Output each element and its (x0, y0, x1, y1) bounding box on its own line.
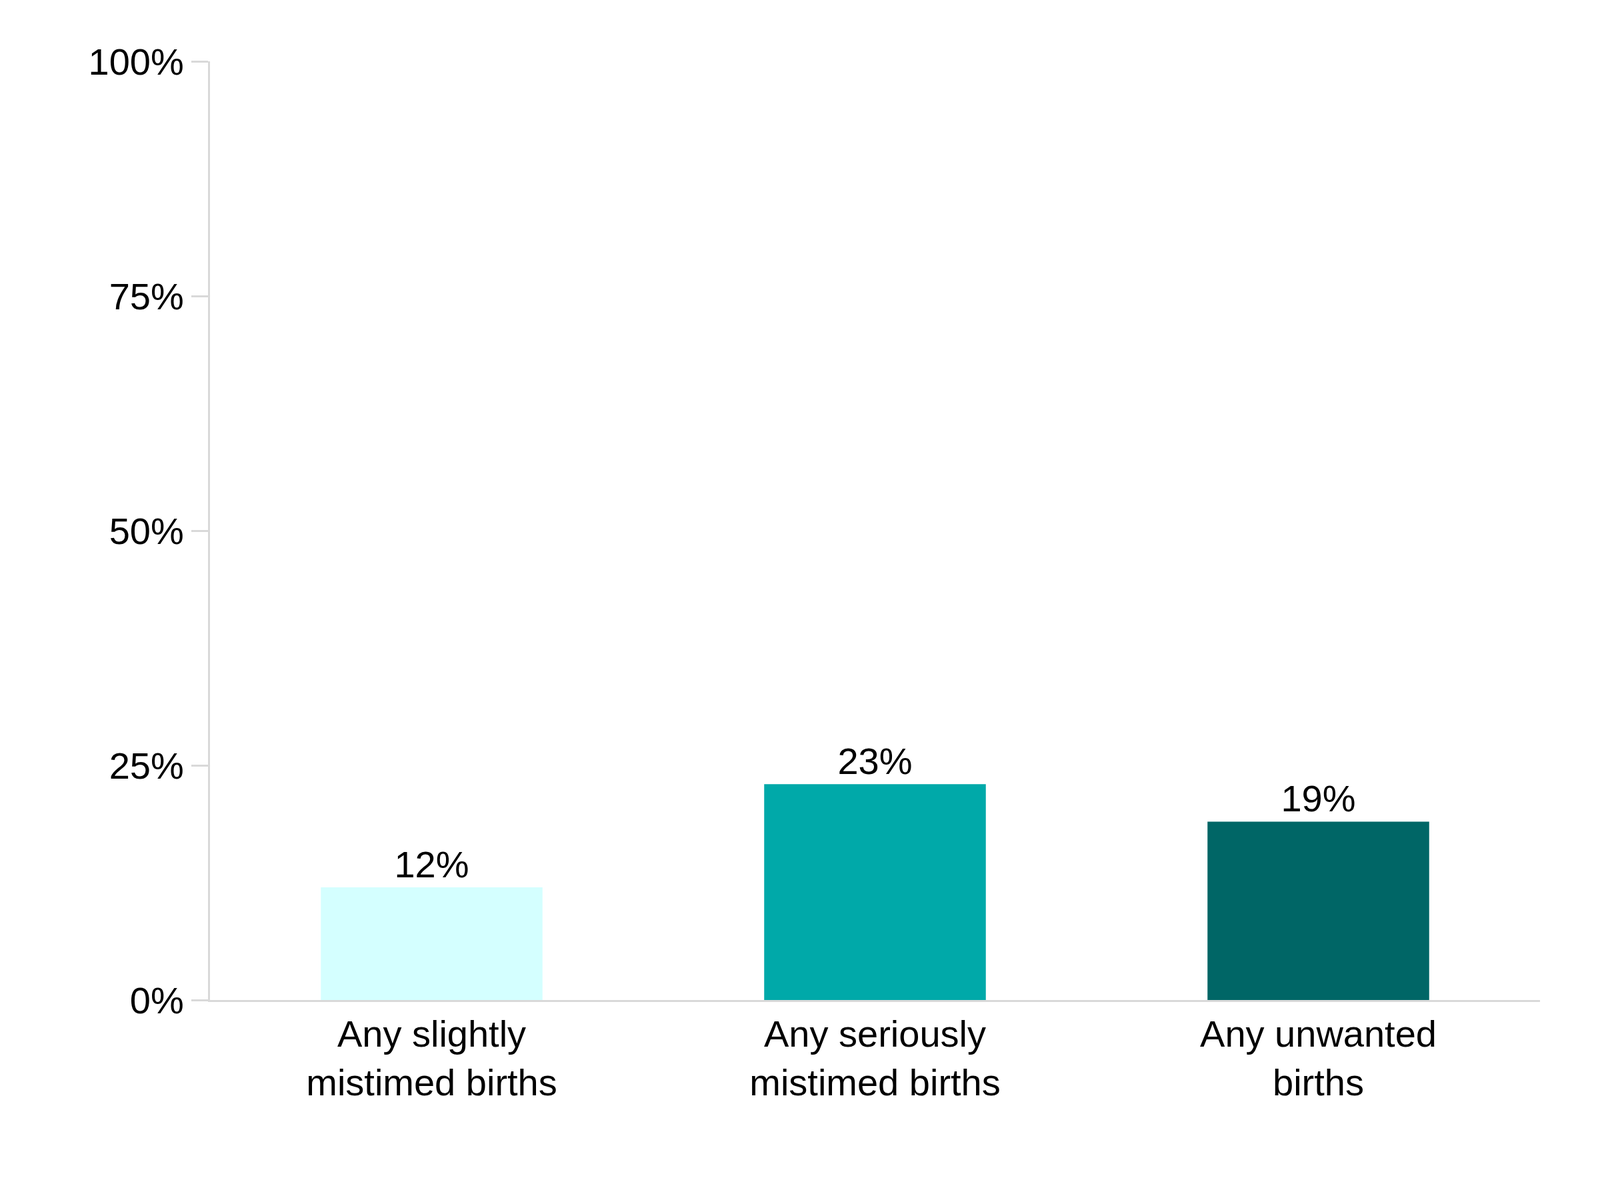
svg-text:Any unwantedbirths: Any unwantedbirths (1200, 1012, 1437, 1104)
svg-text:23%: 23% (837, 740, 912, 782)
svg-text:50%: 50% (109, 510, 184, 552)
svg-text:Any slightlymistimed births: Any slightlymistimed births (306, 1012, 558, 1104)
svg-text:19%: 19% (1280, 777, 1356, 820)
svg-text:Any seriouslymistimed births: Any seriouslymistimed births (749, 1012, 1001, 1104)
svg-text:12%: 12% (394, 843, 469, 886)
svg-text:25%: 25% (109, 744, 184, 787)
svg-text:75%: 75% (109, 275, 184, 318)
svg-text:0%: 0% (130, 979, 184, 1022)
svg-text:100%: 100% (88, 40, 184, 83)
